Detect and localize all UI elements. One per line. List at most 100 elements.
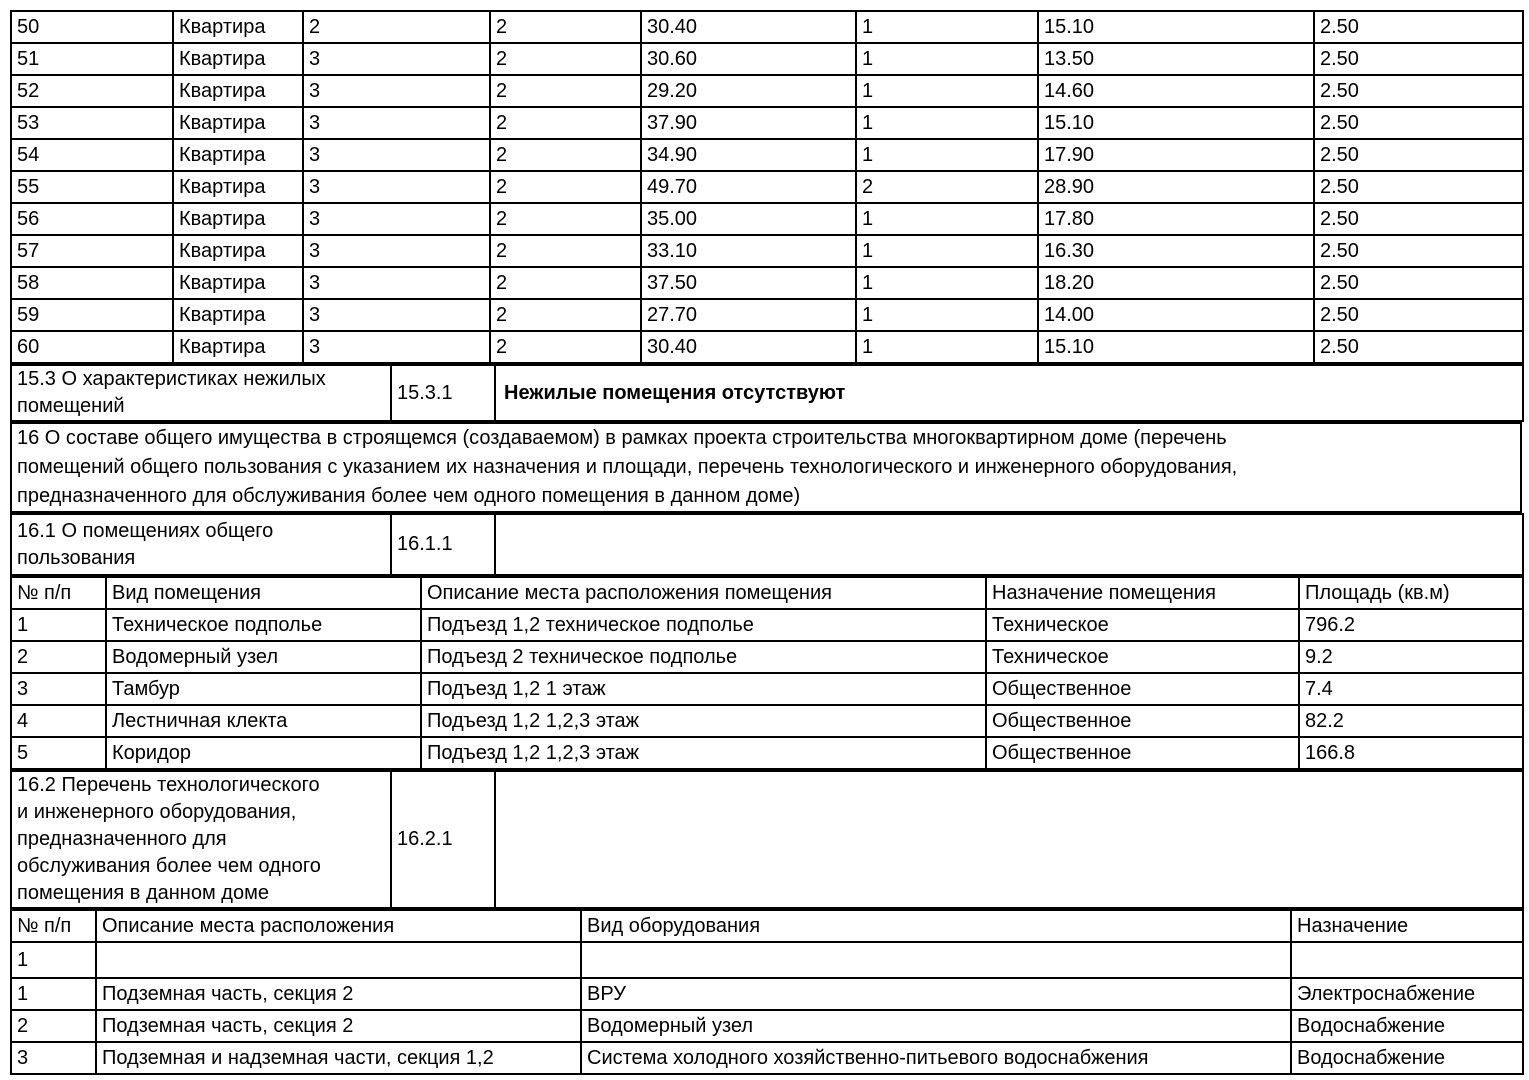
- equipment-purpose-cell: Электроснабжение: [1290, 977, 1524, 1011]
- apartment-type-cell: Квартира: [172, 138, 304, 172]
- section-15-3-value: Нежилые помещения отсутствуют: [494, 364, 1524, 422]
- common-room-row: 1 Техническое подполье Подъезд 1,2 техни…: [10, 608, 1524, 642]
- apartment-floor-cell: 3: [302, 234, 491, 268]
- apartment-rooms-cell: 1: [855, 234, 1039, 268]
- apartment-rooms-cell: 1: [855, 74, 1039, 108]
- apartment-entrance-cell: 2: [489, 330, 642, 364]
- room-purpose-cell: Общественное: [985, 736, 1300, 770]
- apartment-floor-cell: 3: [302, 298, 491, 332]
- section-16-row: 16 О составе общего имущества в строящем…: [10, 422, 1522, 513]
- apartment-floor-cell: 3: [302, 266, 491, 300]
- apartment-floor-cell: 3: [302, 202, 491, 236]
- apartment-floor-cell: 3: [302, 106, 491, 140]
- room-location-cell: Подъезд 1,2 1,2,3 этаж: [420, 736, 987, 770]
- apartment-entrance-cell: 2: [489, 266, 642, 300]
- common-rooms-table: № п/п Вид помещения Описание места распо…: [10, 576, 1524, 770]
- apartment-type-cell: Квартира: [172, 10, 304, 44]
- apartment-area-cell: 30.40: [640, 10, 857, 44]
- section-16-text: 16 О составе общего имущества в строящем…: [10, 422, 1522, 513]
- apartment-living-area-cell: 28.90: [1037, 170, 1315, 204]
- section-16-2-row: 16.2 Перечень технологического и инженер…: [10, 770, 1524, 909]
- apartment-area-cell: 30.60: [640, 42, 857, 76]
- apartment-living-area-cell: 13.50: [1037, 42, 1315, 76]
- equipment-row: 3 Подземная и надземная части, секция 1,…: [10, 1041, 1524, 1075]
- room-type-cell: Водомерный узел: [105, 640, 422, 674]
- apartment-entrance-cell: 2: [489, 234, 642, 268]
- apartment-type-cell: Квартира: [172, 170, 304, 204]
- apartment-row: 51 Квартира 3 2 30.60 1 13.50 2.50: [10, 42, 1524, 76]
- equipment-header-row: № п/п Описание места расположения Вид об…: [10, 909, 1524, 943]
- room-area-cell: 7.4: [1298, 672, 1524, 706]
- room-purpose-cell: Техническое: [985, 640, 1300, 674]
- equipment-num-cell: 1: [10, 977, 97, 1011]
- apartment-floor-cell: 3: [302, 74, 491, 108]
- section-15-3-label: 15.3 О характеристиках нежилых помещений: [10, 364, 392, 422]
- apartment-area-cell: 37.90: [640, 106, 857, 140]
- apartment-number-cell: 52: [10, 74, 174, 108]
- header-location: Описание места расположения: [95, 909, 582, 943]
- apartment-height-cell: 2.50: [1313, 106, 1524, 140]
- equipment-type-cell: Водомерный узел: [580, 1009, 1292, 1043]
- apartment-rooms-cell: 1: [855, 42, 1039, 76]
- apartment-height-cell: 2.50: [1313, 298, 1524, 332]
- apartment-living-area-cell: 17.90: [1037, 138, 1315, 172]
- apartment-number-cell: 54: [10, 138, 174, 172]
- apartment-rooms-cell: 1: [855, 266, 1039, 300]
- room-num-cell: 2: [10, 640, 107, 674]
- table-row: 16.2 Перечень технологического и инженер…: [10, 770, 1524, 909]
- apartment-floor-cell: 3: [302, 138, 491, 172]
- apartment-living-area-cell: 15.10: [1037, 10, 1315, 44]
- apartment-height-cell: 2.50: [1313, 170, 1524, 204]
- header-room-type: Вид помещения: [105, 576, 422, 610]
- apartment-entrance-cell: 2: [489, 138, 642, 172]
- apartment-row: 55 Квартира 3 2 49.70 2 28.90 2.50: [10, 170, 1524, 204]
- apartment-entrance-cell: 2: [489, 202, 642, 236]
- apartment-type-cell: Квартира: [172, 266, 304, 300]
- apartment-area-cell: 37.50: [640, 266, 857, 300]
- section-16-1-code: 16.1.1: [390, 513, 496, 576]
- section-15-3-code: 15.3.1: [390, 364, 496, 422]
- apartment-type-cell: Квартира: [172, 42, 304, 76]
- common-room-row: 5 Коридор Подъезд 1,2 1,2,3 этаж Обществ…: [10, 736, 1524, 770]
- room-area-cell: 9.2: [1298, 640, 1524, 674]
- header-area: Площадь (кв.м): [1298, 576, 1524, 610]
- room-location-cell: Подъезд 2 техническое подполье: [420, 640, 987, 674]
- equipment-type-cell: ВРУ: [580, 977, 1292, 1011]
- apartment-number-cell: 59: [10, 298, 174, 332]
- apartment-number-cell: 60: [10, 330, 174, 364]
- equipment-row: 2 Подземная часть, секция 2 Водомерный у…: [10, 1009, 1524, 1043]
- section-16-2-code: 16.2.1: [390, 770, 496, 909]
- apartment-type-cell: Квартира: [172, 202, 304, 236]
- equipment-type-cell: [580, 941, 1292, 979]
- apartment-height-cell: 2.50: [1313, 42, 1524, 76]
- apartment-type-cell: Квартира: [172, 234, 304, 268]
- apartment-rooms-cell: 1: [855, 298, 1039, 332]
- room-num-cell: 1: [10, 608, 107, 642]
- equipment-location-cell: Подземная и надземная части, секция 1,2: [95, 1041, 582, 1075]
- room-num-cell: 4: [10, 704, 107, 738]
- apartment-row: 54 Квартира 3 2 34.90 1 17.90 2.50: [10, 138, 1524, 172]
- room-area-cell: 166.8: [1298, 736, 1524, 770]
- apartment-height-cell: 2.50: [1313, 138, 1524, 172]
- apartment-area-cell: 30.40: [640, 330, 857, 364]
- header-num: № п/п: [10, 909, 97, 943]
- apartment-entrance-cell: 2: [489, 298, 642, 332]
- apartment-entrance-cell: 2: [489, 170, 642, 204]
- apartment-rooms-cell: 1: [855, 138, 1039, 172]
- common-room-row: 4 Лестничная клекта Подъезд 1,2 1,2,3 эт…: [10, 704, 1524, 738]
- equipment-num-cell: 1: [10, 941, 97, 979]
- equipment-location-cell: [95, 941, 582, 979]
- apartment-floor-cell: 3: [302, 330, 491, 364]
- apartment-area-cell: 29.20: [640, 74, 857, 108]
- common-room-row: 2 Водомерный узел Подъезд 2 техническое …: [10, 640, 1524, 674]
- equipment-row: 1 Подземная часть, секция 2 ВРУ Электрос…: [10, 977, 1524, 1011]
- apartment-floor-cell: 3: [302, 42, 491, 76]
- apartment-living-area-cell: 16.30: [1037, 234, 1315, 268]
- apartment-height-cell: 2.50: [1313, 74, 1524, 108]
- header-purpose: Назначение помещения: [985, 576, 1300, 610]
- apartment-row: 59 Квартира 3 2 27.70 1 14.00 2.50: [10, 298, 1524, 332]
- apartment-rooms-cell: 1: [855, 202, 1039, 236]
- header-num: № п/п: [10, 576, 107, 610]
- equipment-table: № п/п Описание места расположения Вид об…: [10, 909, 1524, 1075]
- room-area-cell: 796.2: [1298, 608, 1524, 642]
